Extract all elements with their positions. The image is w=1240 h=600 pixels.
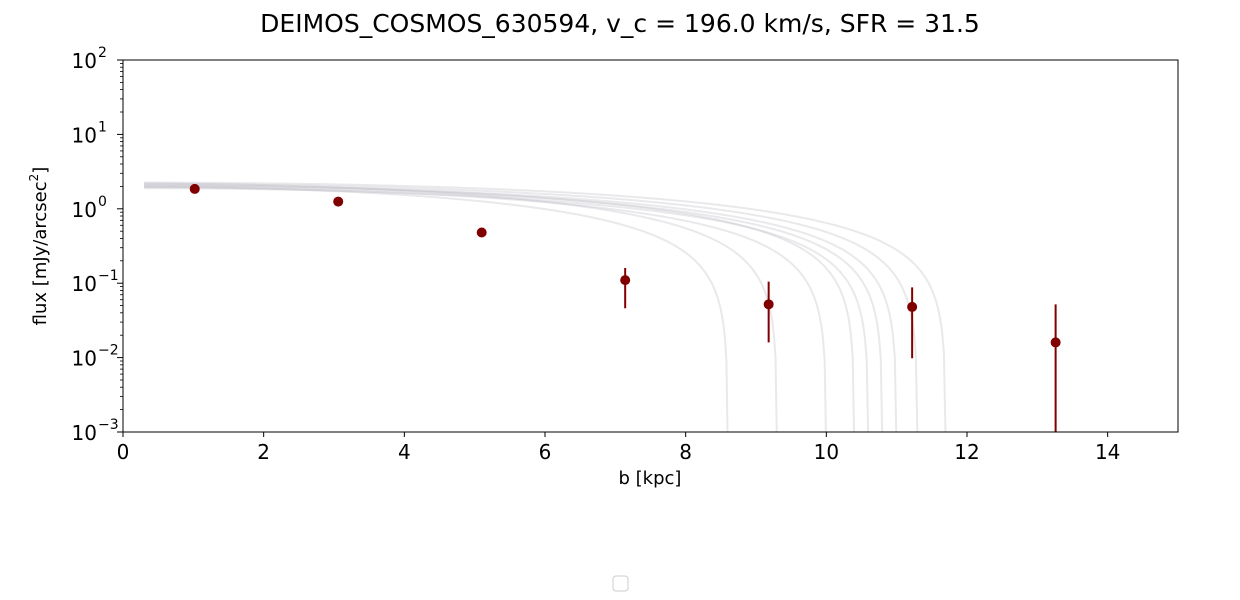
x-tick-label: 2 [257,440,270,464]
data-point [1050,337,1061,348]
error-bars [624,268,1057,432]
model-curve-6 [144,185,884,432]
y-tick-exponent: 2 [98,45,107,61]
y-axis-label-sup: 2 [27,174,41,182]
data-point [333,196,344,207]
x-tick-label: 12 [954,440,979,464]
model-curve-7 [144,184,898,432]
y-tick-exponent: −1 [98,268,119,284]
data-points [189,183,1061,348]
y-tick-label: 10 [72,123,97,147]
model-curve-9 [144,181,947,432]
x-tick-label: 14 [1095,440,1120,464]
data-point [189,183,200,194]
y-tick-exponent: −3 [98,417,119,433]
y-tick-exponent: 1 [98,119,107,135]
y-tick-label: 10 [72,347,97,371]
data-point [620,275,631,286]
y-tick-exponent: −2 [98,343,119,359]
x-tick-label: 4 [398,440,411,464]
model-curve-1 [144,185,729,432]
y-axis-label: flux [mJy/arcsec2] [27,167,51,326]
x-tick-label: 10 [814,440,839,464]
x-axis: 0 2 4 6 8 10 12 14 [117,432,1120,464]
model-curve-5 [144,187,870,432]
y-axis-label-main: flux [mJy/arcsec [30,181,51,325]
model-curve-3 [144,186,827,432]
y-tick-exponent: 0 [98,194,107,210]
x-tick-label: 6 [539,440,552,464]
model-curves [144,181,947,432]
x-tick-label: 8 [679,440,692,464]
y-tick-label: 10 [72,49,97,73]
data-point [907,301,918,312]
model-curve-2 [144,182,778,432]
y-tick-label: 10 [72,421,97,445]
y-axis-label-close: ] [30,167,51,174]
x-tick-label: 0 [117,440,130,464]
data-point [763,299,774,310]
x-axis-label: b [kpc] [619,468,682,489]
model-curve-4 [144,183,856,432]
chart-title: DEIMOS_COSMOS_630594, v_c = 196.0 km/s, … [260,9,980,38]
legend-box [612,575,629,592]
y-tick-label: 10 [72,198,97,222]
y-tick-label: 10 [72,272,97,296]
plot-frame [122,59,1179,433]
model-curve-8 [144,183,919,432]
data-point [476,227,487,238]
